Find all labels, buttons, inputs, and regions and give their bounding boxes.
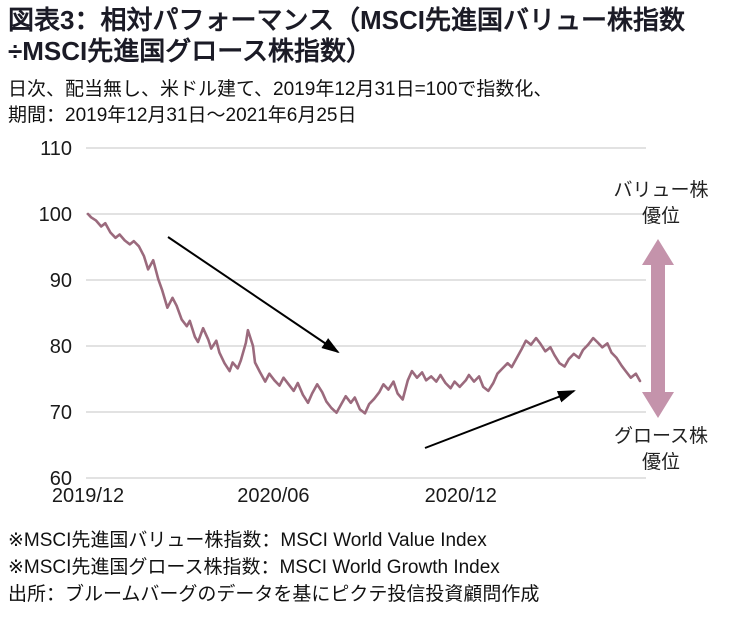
figure-title-line2: ÷MSCI先進国グロース株指数） [8, 36, 372, 66]
y-tick-label: 100 [39, 204, 72, 226]
gridlines [86, 147, 646, 479]
x-tick-label: 2019/12 [52, 485, 124, 507]
x-tick-label: 2020/06 [237, 485, 309, 507]
uptrend-arrow-icon [424, 390, 576, 449]
chart-svg: 110 100 90 80 70 60 2019/12 2020/06 2020/12 [39, 138, 674, 507]
growth-dominant-label: グロース株 優位 [613, 426, 709, 473]
x-tick-label: 2020/12 [425, 485, 497, 507]
figure-subtitle: 日次、配当無し、米ドル建て、2019年12月31日=100で指数化、 期間：20… [8, 77, 723, 129]
footnotes: ※MSCI先進国バリュー株指数：MSCI World Value Index ※… [8, 527, 723, 608]
footnote-value-index: ※MSCI先進国バリュー株指数：MSCI World Value Index [8, 530, 487, 551]
figure-title-line1: 図表3：相対パフォーマンス（MSCI先進国バリュー株指数 [8, 5, 685, 35]
value-dominant-label: バリュー株 優位 [613, 180, 709, 227]
value-growth-double-arrow-icon [642, 239, 674, 418]
y-tick-label: 80 [50, 336, 72, 358]
y-tick-label: 90 [50, 270, 72, 292]
y-tick-label: 60 [50, 468, 72, 490]
footnote-source: 出所：ブルームバーグのデータを基にピクテ投信投資顧問作成 [8, 584, 540, 605]
y-axis-labels: 110 100 90 80 70 60 [39, 138, 72, 490]
figure-subtitle-line2: 期間：2019年12月31日～2021年6月25日 [8, 105, 357, 126]
y-tick-label: 110 [40, 138, 72, 160]
ratio-line [86, 212, 642, 415]
x-axis-labels: 2019/12 2020/06 2020/12 [52, 485, 497, 507]
downtrend-arrow-icon [167, 236, 340, 354]
footnote-growth-index: ※MSCI先進国グロース株指数：MSCI World Growth Index [8, 557, 500, 578]
y-tick-label: 70 [50, 402, 72, 424]
figure-title: 図表3：相対パフォーマンス（MSCI先進国バリュー株指数 ÷MSCI先進国グロー… [8, 5, 728, 67]
figure-subtitle-line1: 日次、配当無し、米ドル建て、2019年12月31日=100で指数化、 [8, 79, 553, 100]
